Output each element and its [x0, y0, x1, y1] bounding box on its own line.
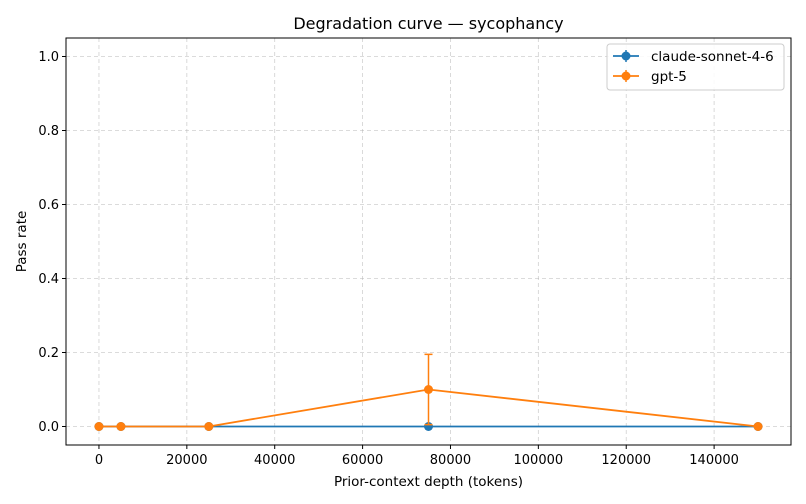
y-axis-label: Pass rate: [14, 211, 30, 273]
x-tick-label: 40000: [254, 453, 295, 468]
ticks-layer: 0 20000 40000 60000 80000 100000 120000 140000 0…: [38, 50, 739, 468]
data-point: [116, 422, 126, 431]
x-tick-label: 20000: [166, 453, 207, 468]
x-tick-label: 80000: [430, 453, 471, 468]
x-tick-label: 140000: [689, 453, 739, 468]
x-axis-label: Prior-context depth (tokens): [334, 474, 523, 490]
data-point: [94, 422, 104, 431]
x-tick-label: 120000: [601, 453, 651, 468]
legend-item: gpt-5: [613, 69, 687, 85]
x-tick-label: 60000: [342, 453, 383, 468]
legend-marker: [621, 71, 631, 81]
y-tick-label: 0.0: [38, 420, 59, 435]
legend-marker: [621, 51, 631, 61]
legend-item: claude-sonnet-4-6: [613, 49, 774, 65]
legend-label: claude-sonnet-4-6: [651, 49, 774, 65]
series-layer: [94, 353, 763, 431]
plot-frame: [65, 37, 792, 446]
data-point: [753, 422, 763, 431]
y-tick-label: 0.8: [38, 124, 59, 139]
y-tick-label: 0.2: [38, 346, 59, 361]
y-tick-label: 1.0: [38, 50, 59, 65]
legend: claude-sonnet-4-6 gpt-5: [606, 43, 785, 91]
legend-items: claude-sonnet-4-6 gpt-5: [613, 49, 774, 85]
x-tick-label: 100000: [514, 453, 564, 468]
legend-label: gpt-5: [651, 69, 687, 85]
data-point: [424, 385, 433, 394]
chart-title: Degradation curve — sycophancy: [293, 14, 563, 33]
legend-box: [606, 43, 785, 91]
x-tick-label: 0: [95, 453, 103, 468]
y-tick-label: 0.6: [38, 198, 59, 213]
data-point: [204, 422, 214, 431]
y-tick-label: 0.4: [38, 272, 59, 287]
series-gpt-5: [94, 353, 763, 431]
